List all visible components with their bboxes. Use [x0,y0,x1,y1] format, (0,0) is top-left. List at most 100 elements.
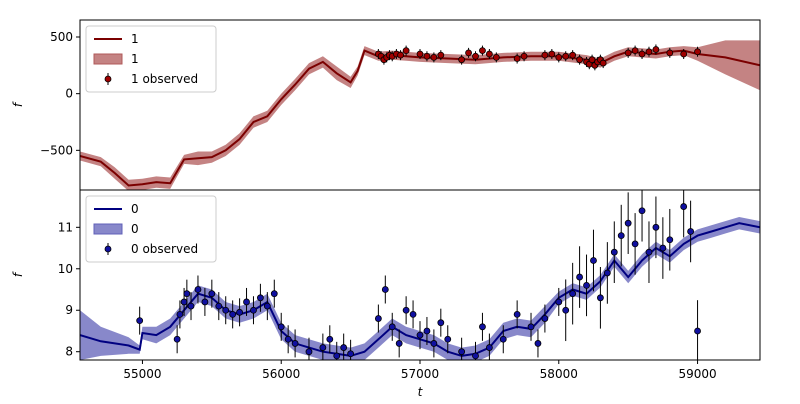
bot-observed-point [610,248,618,256]
top-observed-point [402,47,410,54]
top-legend-label: 1 [131,52,139,66]
top-observed-point [465,49,472,57]
top-observed-point [485,50,493,58]
bot-observed-point [687,228,695,235]
x-tick-label: 56000 [262,367,300,381]
bot-observed-point [659,244,667,252]
bot-observed-point [208,290,216,298]
bottom-plot-area [80,190,760,360]
bot-observed-point [569,290,577,298]
bot-observed-point [562,306,570,314]
x-tick-label: 59000 [678,367,716,381]
bot-legend-point-swatch [104,245,112,253]
bot-observed-point [277,323,285,331]
bot-observed-point [187,302,195,310]
bot-observed-point [409,310,417,318]
top-observed-point [458,56,466,64]
bottom-x-axis: 55000 56000 57000 58000 59000 [123,360,717,381]
bot-observed-point [666,236,674,244]
bot-observed-point [624,219,632,227]
bot-observed-point [284,335,292,343]
top-observed-point [599,59,607,67]
top-observed-point [520,52,528,60]
bot-observed-point [319,344,327,351]
bot-observed-point [291,340,299,347]
bot-observed-point [472,352,479,360]
bot-y-tick-label: 9 [65,303,73,317]
top-observed-point [588,56,596,64]
bot-observed-point [597,294,604,302]
top-y-tick-label: −500 [40,143,73,157]
bot-observed-point [617,232,625,240]
bot-observed-point [381,286,389,293]
bot-observed-point [257,294,264,302]
bot-observed-point [194,286,202,293]
bot-observed-point [183,290,191,298]
bot-observed-point [250,306,257,314]
bot-observed-point [229,310,237,318]
bot-legend-label: 0 observed [131,242,198,256]
bot-observed-point [631,240,639,248]
bot-observed-point [479,323,486,331]
top-legend-label: 1 observed [131,72,198,86]
bot-observed-point [395,340,403,347]
bot-y-tick-label: 11 [58,220,73,234]
top-y-tick-label: 0 [65,87,73,101]
bot-observed-point [180,298,188,306]
bot-observed-point [388,323,396,331]
top-observed-point [652,46,660,53]
bot-observed-point [680,203,688,210]
top-observed-point [430,54,438,61]
bot-observed-point [430,340,438,347]
top-observed-point [666,49,674,57]
bot-observed-point [333,352,341,360]
bot-y-tick-label: 8 [65,345,73,359]
bot-observed-point [263,302,271,310]
bot-observed-point [243,298,250,306]
bot-observed-point [236,308,243,316]
top-observed-point [548,50,556,58]
x-tick-label: 57000 [401,367,439,381]
top-observed-point [631,47,639,54]
top-observed-point [437,51,445,59]
bot-observed-point [499,335,507,343]
x-tick-label: 58000 [540,367,578,381]
top-y-tick-label: 500 [50,30,73,44]
bot-observed-point [326,335,334,343]
bot-observed-point [590,257,597,264]
bot-observed-point [416,331,424,339]
bot-observed-point [645,248,653,256]
top-observed-point [645,48,653,56]
bot-observed-point [694,327,701,335]
bot-observed-point [305,348,313,356]
bot-observed-point [485,344,493,351]
top-observed-point [576,56,583,64]
bot-legend-band-swatch [93,223,123,235]
bot-observed-point [423,327,431,335]
top-observed-point [397,51,404,59]
top-observed-point [555,54,563,61]
bot-observed-point [513,310,521,318]
bot-observed-point [374,315,382,322]
bot-legend-box [85,195,217,263]
top-legend-band-swatch [93,53,123,65]
bot-observed-point [541,315,549,322]
top-observed-point [416,50,424,58]
top-model-band [80,40,760,190]
bot-observed-point [176,310,184,318]
top-observed-point [423,52,431,60]
top-observed-point [479,47,486,54]
bot-observed-point [534,340,542,347]
bot-observed-point [340,344,348,351]
x-axis-label: t [418,385,424,399]
bot-observed-point [173,335,181,343]
top-legend-label: 1 [131,32,139,46]
bottom-y-axis-label: f [11,271,25,277]
top-panel: −500 0 500 f 1 1 1 observed [11,19,761,191]
bottom-y-axis: 8 9 10 11 [58,220,80,359]
top-observed-point [694,48,701,56]
bot-y-tick-label: 10 [58,262,73,276]
bot-legend-label: 0 [131,202,139,216]
